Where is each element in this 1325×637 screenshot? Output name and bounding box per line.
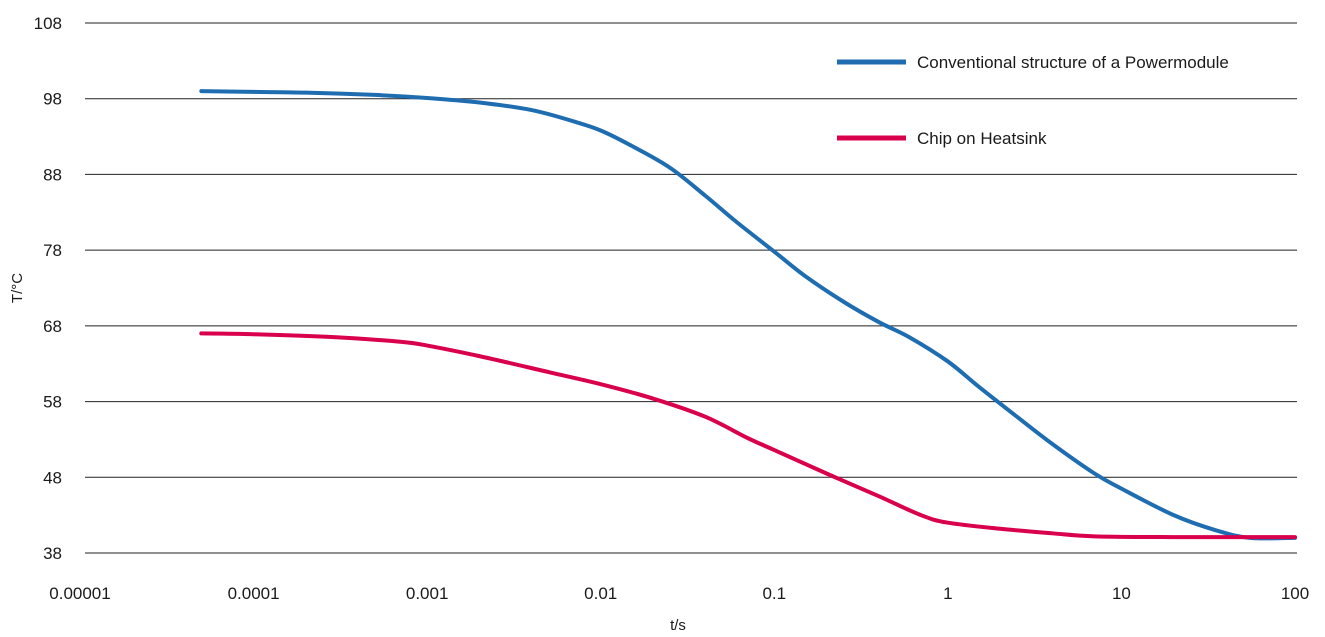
x-tick-label: 10 — [1112, 584, 1131, 603]
x-tick-label: 0.01 — [584, 584, 617, 603]
y-tick-label: 108 — [34, 14, 62, 33]
x-tick-label: 0.00001 — [49, 584, 110, 603]
legend-label-1: Conventional structure of a Powermodule — [917, 53, 1229, 72]
y-axis-title: T/°C — [9, 273, 26, 303]
legend: Conventional structure of a Powermodule C… — [837, 53, 1229, 148]
x-tick-label: 1 — [943, 584, 952, 603]
y-tick-label: 68 — [43, 317, 62, 336]
y-tick-label: 48 — [43, 468, 62, 487]
series-lines — [201, 91, 1295, 538]
legend-label-2: Chip on Heatsink — [917, 129, 1047, 148]
y-axis-tick-labels: 38 48 58 68 78 88 98 108 — [34, 14, 62, 563]
series-line-2 — [201, 333, 1295, 537]
y-tick-label: 78 — [43, 241, 62, 260]
x-tick-label: 0.001 — [406, 584, 449, 603]
gridlines — [85, 23, 1297, 553]
y-tick-label: 88 — [43, 165, 62, 184]
y-tick-label: 38 — [43, 544, 62, 563]
x-tick-label: 0.1 — [762, 584, 786, 603]
x-axis-title: t/s — [670, 617, 686, 634]
y-tick-label: 58 — [43, 393, 62, 412]
series-line-1 — [201, 91, 1295, 538]
x-tick-label: 100 — [1281, 584, 1309, 603]
x-axis-tick-labels: 0.00001 0.0001 0.001 0.01 0.1 1 10 100 — [49, 584, 1309, 603]
y-tick-label: 98 — [43, 90, 62, 109]
x-tick-label: 0.0001 — [228, 584, 280, 603]
